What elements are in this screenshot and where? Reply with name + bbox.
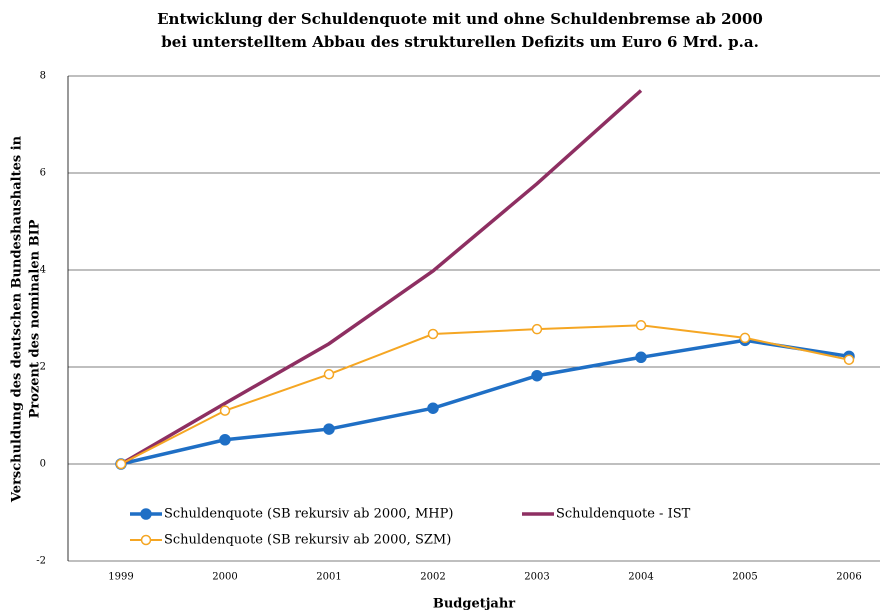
legend-label: Schuldenquote (SB rekursiv ab 2000, MHP) — [164, 507, 453, 522]
point — [635, 351, 647, 364]
legend-label: Schuldenquote - IST — [556, 507, 691, 522]
y-axis-label-group: Verschuldung des deutschen Bundeshaushal… — [10, 135, 43, 503]
point — [739, 332, 751, 344]
point — [219, 405, 231, 416]
x-tick-label: 2006 — [836, 572, 861, 583]
y-axis-label: Verschuldung des deutschen Bundeshaushal… — [10, 135, 25, 503]
point — [635, 320, 647, 331]
y-tick-label: 0 — [40, 459, 46, 470]
point — [323, 369, 335, 380]
x-tick-label: 1999 — [108, 572, 133, 583]
point — [531, 323, 543, 335]
x-tick-label: 2004 — [628, 572, 653, 583]
point — [427, 328, 439, 340]
series-line — [120, 338, 850, 466]
series-line — [120, 324, 850, 465]
y-axis-label: Prozent des nominalen BIP — [28, 219, 43, 418]
x-tick-label: 2003 — [524, 572, 549, 583]
x-tick-label: 2001 — [316, 572, 341, 583]
y-tick-label: 4 — [40, 265, 46, 276]
legend-marker — [140, 508, 152, 520]
y-tick-label: 8 — [40, 71, 46, 82]
chart-title: bei unterstelltem Abbau des strukturelle… — [161, 33, 759, 51]
legend-label: Schuldenquote (SB rekursiv ab 2000, SZM) — [164, 533, 451, 548]
x-axis-label: Budgetjahr — [433, 597, 515, 612]
y-tick-label: 2 — [40, 362, 46, 373]
x-tick-label: 2005 — [732, 572, 757, 583]
point — [427, 402, 439, 414]
chart-title: Entwicklung der Schuldenquote mit und oh… — [157, 10, 763, 28]
point — [115, 458, 127, 470]
x-tick-label: 2000 — [212, 572, 237, 583]
series-line — [120, 89, 643, 466]
point — [219, 434, 231, 446]
point — [323, 423, 335, 435]
point — [843, 354, 855, 365]
legend-marker — [140, 534, 152, 546]
y-tick-label: -2 — [36, 556, 46, 567]
point — [531, 369, 543, 382]
x-tick-label: 2002 — [420, 572, 445, 583]
y-tick-label: 6 — [40, 168, 46, 179]
